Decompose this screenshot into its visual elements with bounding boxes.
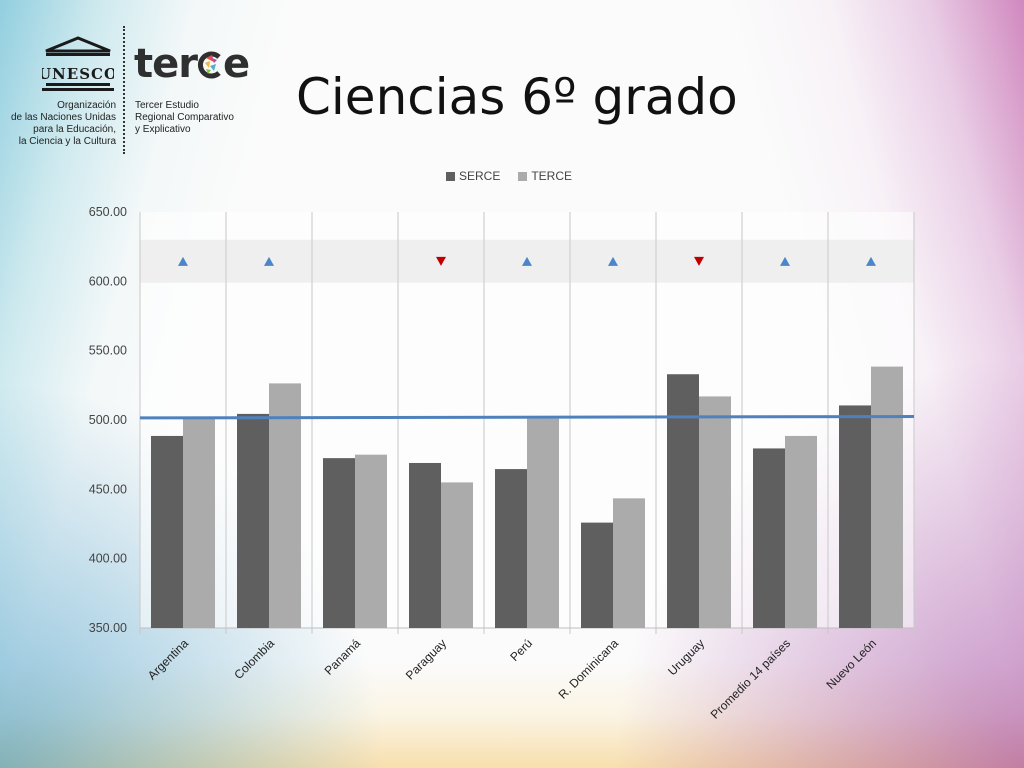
bar-serce (667, 374, 699, 628)
bar-terce (355, 454, 387, 628)
x-tick-label: Paraguay (403, 636, 449, 682)
bar-terce (269, 383, 301, 628)
bar-serce (495, 469, 527, 628)
legend-swatch-serce (446, 171, 455, 181)
bar-serce (409, 462, 441, 628)
bar-terce (871, 366, 903, 628)
svg-text:UNESCO: UNESCO (42, 65, 114, 83)
unesco-caption-line: para la Educación, (33, 124, 116, 135)
bar-terce (613, 498, 645, 628)
terce-wordmark-left: ter (134, 41, 198, 87)
bar-terce (785, 435, 817, 628)
x-tick-label: Nuevo León (823, 636, 879, 692)
x-tick-label: Perú (507, 636, 535, 664)
bar-terce (699, 396, 731, 628)
arrow-down-icon (436, 256, 446, 266)
arrow-up-icon (780, 256, 790, 266)
terce-caption: Tercer Estudio Regional Comparativo y Ex… (135, 100, 234, 136)
arrow-up-icon (866, 256, 876, 266)
y-tick-label: 600.00 (89, 274, 127, 288)
arrow-up-icon (264, 256, 274, 266)
bar-serce (839, 405, 871, 628)
unesco-caption-line: Organización (57, 100, 116, 111)
bar-serce (581, 522, 613, 628)
terce-caption-line: Tercer Estudio (135, 100, 199, 111)
arrow-up-icon (178, 256, 188, 266)
legend-item-serce: SERCE (446, 169, 500, 183)
y-tick-label: 350.00 (89, 621, 127, 635)
x-tick-label: Uruguay (665, 636, 707, 678)
x-tick-label: Panamá (322, 636, 364, 678)
unesco-caption-line: la Ciencia y la Cultura (18, 136, 116, 147)
legend-swatch-terce (518, 171, 528, 181)
bar-serce (237, 413, 269, 628)
unesco-caption-line: de las Naciones Unidas (10, 112, 116, 123)
unesco-caption: Organización de las Naciones Unidas para… (10, 100, 116, 148)
bar-terce (441, 482, 473, 628)
bar-terce (527, 418, 559, 628)
logo-divider (123, 26, 125, 154)
x-tick-label: Promedio 14 países (708, 636, 793, 721)
y-tick-label: 550.00 (89, 344, 127, 358)
unesco-wordmark: UNESCO (42, 65, 114, 83)
arrow-down-icon (694, 256, 704, 266)
x-tick-label: Colombia (231, 636, 277, 682)
unesco-temple-logo: UNESCO (42, 36, 114, 91)
bar-serce (753, 448, 785, 628)
legend-item-terce: TERCE (518, 169, 572, 183)
bar-serce (323, 458, 355, 628)
page-title: Ciencias 6º grado (296, 68, 738, 126)
x-tick-label: Argentina (145, 636, 191, 682)
legend-label-serce: SERCE (459, 169, 501, 183)
terce-caption-line: y Explicativo (135, 124, 191, 135)
bar-serce (151, 435, 183, 628)
legend-label-terce: TERCE (531, 169, 573, 183)
terce-wordmark-right: e (222, 41, 250, 87)
y-tick-label: 500.00 (89, 413, 127, 427)
y-tick-label: 650.00 (89, 205, 127, 219)
arrow-up-icon (522, 256, 532, 266)
y-tick-label: 400.00 (89, 552, 127, 566)
terce-c-emblem-icon (197, 42, 223, 79)
terce-caption-line: Regional Comparativo (135, 112, 234, 123)
terce-logo: ter e (134, 40, 250, 88)
y-tick-label: 450.00 (89, 482, 127, 496)
arrow-up-icon (608, 256, 618, 266)
chart-legend: SERCE TERCE (446, 169, 572, 183)
x-tick-label: R. Dominicana (556, 636, 622, 702)
average-reference-line (139, 415, 915, 420)
bar-terce (183, 417, 215, 628)
